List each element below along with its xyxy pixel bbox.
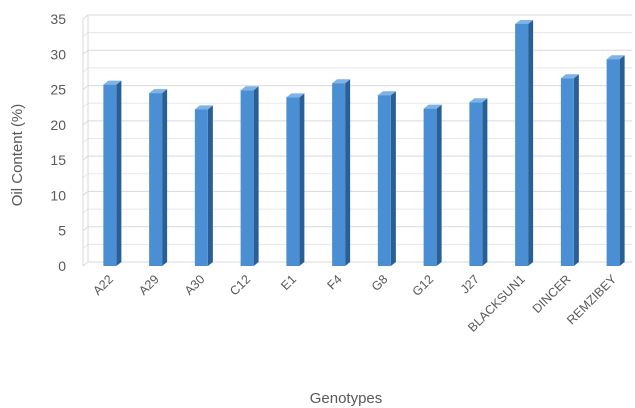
bar-a30	[194, 105, 213, 267]
y-tick-label: 0	[58, 258, 66, 274]
y-tick-label: 30	[50, 46, 66, 62]
bar-side	[116, 80, 122, 266]
bar-side	[390, 91, 396, 267]
y-tick-label: 10	[50, 187, 66, 203]
bar-side	[619, 55, 625, 267]
bar-top	[332, 79, 351, 84]
bar-side	[253, 86, 259, 266]
bar-c12	[240, 86, 259, 266]
bar-top	[194, 105, 213, 110]
bar-blacksun1	[515, 19, 534, 266]
grid-line	[82, 49, 632, 55]
bar-front	[469, 102, 483, 266]
bar-top	[606, 55, 625, 60]
bar-g8	[377, 91, 396, 267]
bar-top	[149, 89, 168, 94]
bar-a22	[103, 80, 122, 266]
bar-side	[345, 79, 351, 266]
x-tick-label: DINCER	[530, 272, 574, 316]
x-tick-label: F4	[325, 272, 345, 292]
bar-front	[606, 59, 620, 267]
y-tick-label: 20	[50, 117, 66, 133]
grid-line	[82, 14, 632, 20]
bar-side	[528, 19, 534, 266]
x-tick-label: C12	[227, 272, 253, 298]
bar-side	[162, 89, 168, 266]
bar-side	[573, 74, 579, 266]
bar-front	[286, 97, 300, 266]
bar-front	[194, 109, 208, 267]
bar-top	[377, 91, 396, 96]
bar-front	[515, 23, 529, 266]
x-tick-label: G12	[410, 272, 437, 299]
y-tick-label: 35	[50, 11, 66, 27]
x-tick-label: A30	[182, 272, 208, 298]
bar-remzibey	[606, 55, 625, 267]
x-tick-label: REMZIBEY	[564, 272, 620, 328]
bar-front	[377, 95, 391, 267]
bar-front	[149, 93, 163, 266]
grid-lines	[82, 14, 632, 267]
bar-f4	[332, 79, 351, 266]
x-tick-label: E1	[278, 272, 299, 293]
bar-dincer	[560, 74, 579, 266]
y-axis-title: Oil Content (%)	[9, 104, 26, 207]
bar-side	[299, 93, 305, 266]
bar-g12	[423, 104, 442, 266]
bar-side	[436, 104, 442, 266]
x-tick-label: A29	[136, 272, 162, 298]
bar-top	[423, 104, 442, 109]
bar-front	[332, 83, 346, 266]
bar-a29	[149, 89, 168, 266]
bar-front	[560, 78, 574, 266]
bar-front	[103, 84, 117, 266]
y-tick-label: 5	[58, 223, 66, 239]
bar-front	[423, 108, 437, 266]
bar-top	[240, 86, 259, 91]
y-axis-ticks: 0 5 10 15 20 25 30 35	[50, 11, 66, 274]
x-axis-title: Genotypes	[310, 390, 383, 407]
grid-line	[82, 67, 632, 73]
bar-e1	[286, 93, 305, 266]
bar-top	[515, 19, 534, 24]
bar-j27	[469, 98, 488, 266]
x-tick-label: G8	[369, 272, 391, 294]
bar-top	[560, 74, 579, 79]
bar-front	[240, 90, 254, 266]
bar-side	[207, 105, 213, 267]
x-tick-label: A22	[90, 272, 116, 298]
y-tick-label: 15	[50, 152, 66, 168]
y-tick-label: 25	[50, 82, 66, 98]
bar-side	[482, 98, 488, 266]
grid-line	[82, 85, 632, 90]
grid-line	[82, 32, 632, 38]
bar-top	[103, 80, 122, 85]
bars	[103, 19, 625, 267]
x-tick-label: J27	[458, 272, 482, 296]
bar-top	[469, 98, 488, 103]
bar-top	[286, 93, 305, 98]
